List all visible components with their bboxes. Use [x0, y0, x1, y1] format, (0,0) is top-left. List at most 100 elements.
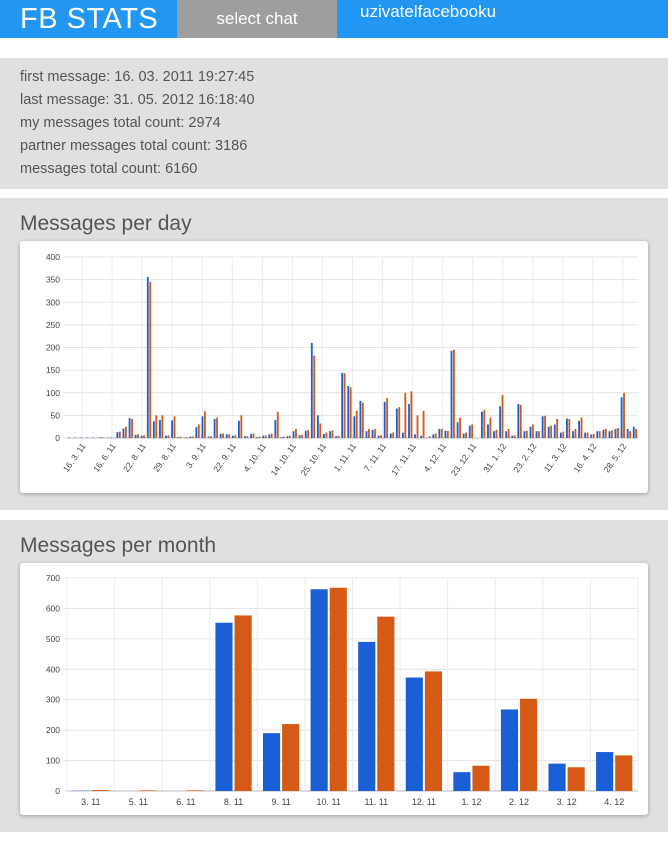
monthly-bar-partner — [567, 767, 585, 791]
daily-bar-partner — [374, 428, 376, 438]
select-chat-button[interactable]: select chat — [177, 0, 337, 38]
daily-bar-partner — [550, 425, 553, 438]
daily-bar-mine — [553, 424, 556, 438]
daily-bar-mine — [323, 433, 325, 438]
daily-bar-partner — [343, 373, 346, 438]
daily-bar-mine — [438, 428, 441, 438]
daily-bar-mine — [566, 418, 568, 438]
daily-bar-mine — [250, 433, 252, 438]
daily-bar-mine — [189, 436, 192, 438]
daily-bar-mine — [420, 435, 423, 438]
daily-bar-mine — [207, 436, 210, 438]
daily-bar-partner — [179, 436, 182, 438]
daily-bar-partner — [307, 429, 310, 438]
monthly-bar-partner — [91, 790, 109, 791]
last-message-stat: last message: 31. 05. 2012 16:18:40 — [20, 92, 255, 108]
monthly-bar-partner — [234, 615, 252, 791]
daily-bar-partner — [586, 432, 589, 438]
monthly-bar-partner — [520, 698, 538, 791]
top-navigation-bar: FB STATS select chat uzivatelfacebooku — [0, 0, 668, 38]
daily-bar-mine — [572, 431, 574, 438]
daily-bar-mine — [444, 430, 447, 438]
daily-x-tick-label: 29. 8. 11 — [151, 441, 178, 474]
daily-x-tick-label: 23. 12. 11 — [449, 441, 479, 477]
daily-bar-mine — [140, 435, 143, 438]
daily-bar-mine — [541, 416, 544, 438]
daily-bar-mine — [487, 424, 489, 438]
daily-bar-partner — [276, 411, 279, 438]
daily-bar-mine — [499, 406, 502, 438]
daily-bar-mine — [244, 436, 246, 438]
daily-x-tick-label: 17. 11. 11 — [389, 441, 418, 477]
daily-bar-partner — [501, 395, 504, 438]
daily-bar-partner — [246, 436, 249, 438]
daily-bar-partner — [210, 436, 212, 438]
daily-bar-mine — [159, 419, 161, 438]
daily-bar-partner — [252, 433, 255, 438]
username-link[interactable]: uzivatelfacebooku — [360, 2, 497, 21]
daily-bar-mine — [505, 431, 508, 438]
daily-x-tick-label: 28. 5. 12 — [601, 441, 628, 474]
daily-bar-partner — [301, 434, 303, 438]
daily-bar-partner — [361, 402, 364, 438]
daily-bar-partner — [173, 416, 176, 438]
daily-bar-partner — [161, 415, 164, 438]
daily-bar-mine — [450, 350, 453, 438]
daily-bar-partner — [349, 387, 352, 438]
daily-y-tick-label: 150 — [46, 365, 60, 375]
daily-bar-mine — [365, 431, 368, 438]
monthly-bar-partner — [139, 790, 157, 791]
daily-bar-partner — [598, 431, 601, 438]
daily-bar-partner — [137, 434, 139, 438]
daily-bar-partner — [264, 435, 267, 438]
monthly-bar-mine — [596, 752, 614, 791]
daily-bar-partner — [629, 431, 632, 438]
daily-bar-partner — [367, 428, 370, 438]
brand-logo[interactable]: FB STATS — [20, 3, 159, 35]
monthly-bar-partner — [472, 765, 490, 791]
daily-bar-partner — [289, 435, 291, 438]
my-messages-count-stat: my messages total count: 2974 — [20, 115, 221, 131]
daily-bar-mine — [286, 436, 289, 438]
daily-y-tick-label: 350 — [46, 275, 60, 285]
monthly-chart-panel: Messages per month 0 100 200 300 400 500 600 70… — [0, 520, 668, 832]
daily-bar-mine — [590, 434, 593, 438]
daily-bar-mine — [602, 429, 605, 438]
daily-y-tick-label: 50 — [51, 410, 61, 420]
daily-bar-partner — [125, 426, 127, 438]
daily-x-tick-label: 4. 12. 11 — [421, 441, 448, 474]
daily-y-tick-label: 0 — [55, 433, 60, 443]
daily-bar-mine — [462, 433, 465, 438]
daily-bar-partner — [507, 428, 510, 438]
daily-bar-partner — [568, 418, 571, 438]
daily-bar-partner — [319, 423, 322, 438]
daily-bar-partner — [453, 349, 455, 438]
daily-x-tick-label: 16. 6. 11 — [91, 441, 118, 474]
daily-bar-partner — [459, 417, 461, 438]
monthly-y-tick-label: 700 — [46, 573, 60, 583]
daily-bar-mine — [359, 400, 362, 438]
monthly-y-tick-label: 600 — [46, 603, 60, 613]
daily-bar-partner — [118, 431, 121, 438]
daily-bar-mine — [146, 276, 149, 438]
daily-bar-mine — [383, 401, 386, 438]
daily-bar-partner — [446, 430, 449, 438]
daily-bar-mine — [432, 434, 435, 438]
daily-bar-mine — [195, 427, 198, 438]
monthly-y-tick-label: 300 — [46, 695, 60, 705]
monthly-bar-mine — [358, 641, 376, 791]
daily-bar-partner — [228, 434, 231, 438]
daily-bar-partner — [635, 428, 638, 438]
monthly-messages-chart: 0 100 200 300 400 500 600 700 3. 11 5. 11 6. 11 8. … — [46, 573, 639, 807]
daily-x-tick-label: 16. 3. 11 — [61, 441, 88, 474]
daily-x-tick-label: 16. 4. 12 — [571, 441, 598, 474]
monthly-x-tick-label: 5. 11 — [129, 797, 148, 807]
daily-bar-mine — [116, 432, 119, 438]
daily-y-tick-label: 400 — [46, 252, 60, 262]
daily-bar-mine — [353, 416, 356, 438]
daily-bar-partner — [538, 431, 540, 438]
daily-bar-mine — [523, 431, 526, 438]
monthly-x-tick-label: 12. 11 — [412, 797, 436, 807]
daily-bar-partner — [380, 435, 382, 438]
monthly-chart-card: 0 100 200 300 400 500 600 700 3. 11 5. 11 6. 11 8. … — [20, 563, 648, 815]
